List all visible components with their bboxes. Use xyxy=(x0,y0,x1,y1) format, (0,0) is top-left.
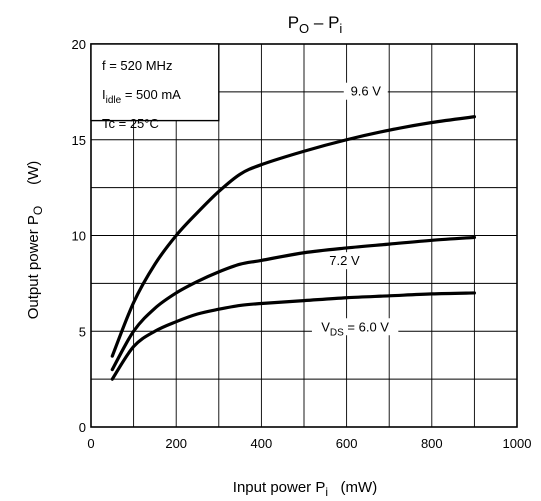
condition-text: Iidle = 500 mA xyxy=(102,87,181,106)
y-tick-label: 0 xyxy=(79,420,86,435)
x-tick-label: 1000 xyxy=(503,436,532,451)
x-tick-label: 400 xyxy=(251,436,273,451)
x-tick-label: 0 xyxy=(87,436,94,451)
y-tick-label: 15 xyxy=(72,133,86,148)
series-line xyxy=(110,235,476,372)
y-tick-label: 20 xyxy=(72,37,86,52)
tick-labels: 0 200 400 600 800 1000 0 5 10 15 20 xyxy=(72,37,532,451)
series-line xyxy=(110,291,476,381)
series-label: 7.2 V xyxy=(329,253,360,268)
series-group: 9.6 V 7.2 V VDS = 6.0 V xyxy=(110,82,476,381)
plot-border xyxy=(90,43,518,428)
series-label-background xyxy=(322,252,367,270)
x-tick-label: 600 xyxy=(336,436,358,451)
plot-frame xyxy=(90,43,518,428)
series-label-background xyxy=(343,82,388,100)
series-label-background xyxy=(311,318,399,336)
x-tick-label: 800 xyxy=(421,436,443,451)
x-axis-label: Input power Pi (mW) xyxy=(233,479,377,499)
y-tick-label: 10 xyxy=(72,229,86,244)
x-tick-label: 200 xyxy=(165,436,187,451)
conditions-box: f = 520 MHz Iidle = 500 mA Tc = 25°C xyxy=(90,43,220,131)
y-axis-label: Output power PO (W) xyxy=(25,161,45,320)
series-line xyxy=(110,115,476,358)
series-label: 9.6 V xyxy=(351,84,382,99)
series-label: VDS = 6.0 V xyxy=(321,319,389,338)
y-tick-label: 5 xyxy=(79,324,86,339)
chart-title: PO – Pi xyxy=(288,13,343,36)
condition-text: f = 520 MHz xyxy=(102,58,172,73)
condition-text: Tc = 25°C xyxy=(102,116,159,131)
conditions-panel xyxy=(90,43,220,122)
